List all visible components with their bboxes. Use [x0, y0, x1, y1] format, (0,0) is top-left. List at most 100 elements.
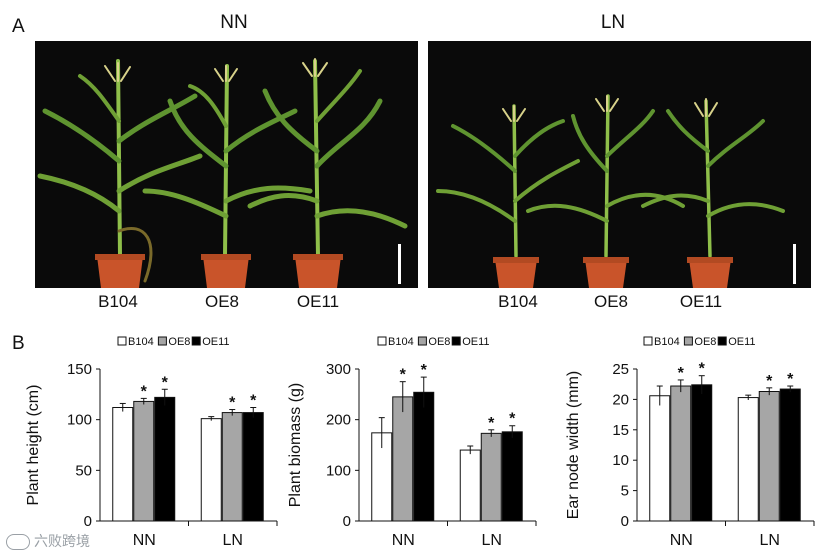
scale-bar-nn [398, 244, 401, 284]
scale-bar-ln [793, 244, 796, 284]
plant-b104-ln [436, 104, 580, 258]
legend-label: OE11 [462, 336, 489, 348]
plants-nn-illustration [37, 58, 408, 288]
legend-label: B104 [388, 336, 414, 348]
bar-oe11-ln [501, 431, 523, 522]
photo-title-nn: NN [220, 12, 248, 33]
legend-label: B104 [654, 336, 680, 348]
photo-nn [35, 41, 418, 288]
legend-label: OE11 [728, 336, 755, 348]
significance-marker: * [678, 365, 685, 382]
y-axis-label: Plant biomass (g) [287, 383, 304, 508]
bar-oe11-ln [779, 388, 801, 522]
bar-b104-ln [459, 449, 481, 522]
significance-marker: * [766, 373, 773, 390]
legend-swatch [117, 336, 127, 346]
bar-oe8-ln [758, 390, 780, 522]
significance-marker: * [141, 383, 148, 400]
y-axis-label: Plant height (cm) [25, 385, 42, 506]
significance-marker: * [229, 395, 236, 412]
watermark: 六败跨境 [6, 531, 90, 551]
panel-b-letter: B [12, 333, 25, 354]
x-tick-label: LN [760, 532, 780, 549]
plant-oe11-nn [247, 58, 408, 258]
plants-ln-illustration [436, 94, 796, 288]
legend-swatch [717, 336, 727, 346]
significance-marker: * [787, 371, 794, 388]
pots-ln [493, 257, 733, 288]
y-tick-label: 15 [612, 422, 629, 439]
bar-oe8-ln [221, 412, 243, 522]
significance-marker: * [421, 362, 428, 379]
panel-a-letter: A [12, 16, 25, 37]
geno-label-ln-oe8: OE8 [593, 292, 629, 311]
y-tick-label: 100 [326, 462, 351, 479]
significance-marker: * [509, 411, 516, 428]
geno-label-ln-b104: B104 [498, 292, 538, 311]
legend-swatch [157, 336, 167, 346]
geno-label-nn-oe8: OE8 [204, 292, 240, 311]
y-tick-label: 20 [612, 391, 629, 408]
bar-oe8-nn [133, 400, 155, 522]
y-tick-label: 200 [326, 412, 351, 429]
significance-marker: * [250, 393, 257, 410]
legend-label: OE8 [168, 336, 190, 348]
y-tick-label: 0 [621, 513, 629, 530]
x-tick-label: NN [392, 532, 415, 549]
x-tick-label: LN [482, 532, 502, 549]
bar-b104-ln [737, 397, 759, 522]
bar-b104-nn [649, 395, 671, 522]
significance-marker: * [488, 415, 495, 432]
significance-marker: * [162, 374, 169, 391]
legend-label: OE8 [694, 336, 716, 348]
legend-swatch [377, 336, 387, 346]
watermark-text: 六败跨境 [34, 533, 90, 549]
y-tick-label: 150 [67, 361, 92, 378]
geno-label-nn-b104: B104 [98, 292, 138, 311]
plant-oe8-nn [142, 64, 313, 258]
photo-title-ln: LN [600, 12, 626, 33]
significance-marker: * [400, 367, 407, 384]
geno-label-nn-oe11: OE11 [296, 292, 340, 311]
geno-label-ln-oe11: OE11 [679, 292, 723, 311]
bar-oe11-nn [691, 384, 713, 522]
plant-b104-nn [37, 59, 203, 283]
legend-label: OE8 [428, 336, 450, 348]
y-tick-label: 300 [326, 361, 351, 378]
bar-b104-nn [112, 407, 134, 522]
bar-oe8-ln [480, 432, 502, 522]
bar-oe11-nn [413, 391, 435, 522]
bar-oe11-ln [242, 412, 264, 522]
legend-swatch [643, 336, 653, 346]
photo-ln [428, 41, 811, 288]
bar-oe11-nn [154, 396, 176, 522]
x-tick-label: NN [670, 532, 693, 549]
y-tick-label: 50 [75, 462, 92, 479]
x-tick-label: NN [133, 532, 156, 549]
chart-3: 0 5 10 15 20 25 NN LN Ear node width (mm) * * * * B10… [565, 336, 815, 549]
bar-b104-ln [200, 418, 222, 522]
legend-swatch [191, 336, 201, 346]
plant-oe8-ln [526, 94, 685, 258]
y-tick-label: 5 [621, 483, 629, 500]
chart-1: 0 50 100 150 NN LN Plant height (cm) * * * * B104 OE… [25, 336, 278, 549]
bar-oe8-nn [392, 396, 414, 522]
chart-2: 0 100 200 300 NN LN Plant biomass (g) * * * * B104 O… [287, 336, 537, 549]
y-tick-label: 100 [67, 412, 92, 429]
bar-oe8-nn [670, 385, 692, 522]
y-axis-label: Ear node width (mm) [565, 371, 582, 520]
y-tick-label: 25 [612, 361, 629, 378]
y-tick-label: 0 [343, 513, 351, 530]
legend-swatch [683, 336, 693, 346]
legend-swatch [417, 336, 427, 346]
x-tick-label: LN [223, 532, 243, 549]
y-tick-label: 0 [84, 513, 92, 530]
plant-oe11-ln [641, 98, 785, 258]
significance-marker: * [699, 361, 706, 378]
pots-nn [95, 254, 343, 288]
legend-swatch [451, 336, 461, 346]
y-tick-label: 10 [612, 452, 629, 469]
legend-label: B104 [128, 336, 154, 348]
watermark-icon [6, 534, 30, 551]
